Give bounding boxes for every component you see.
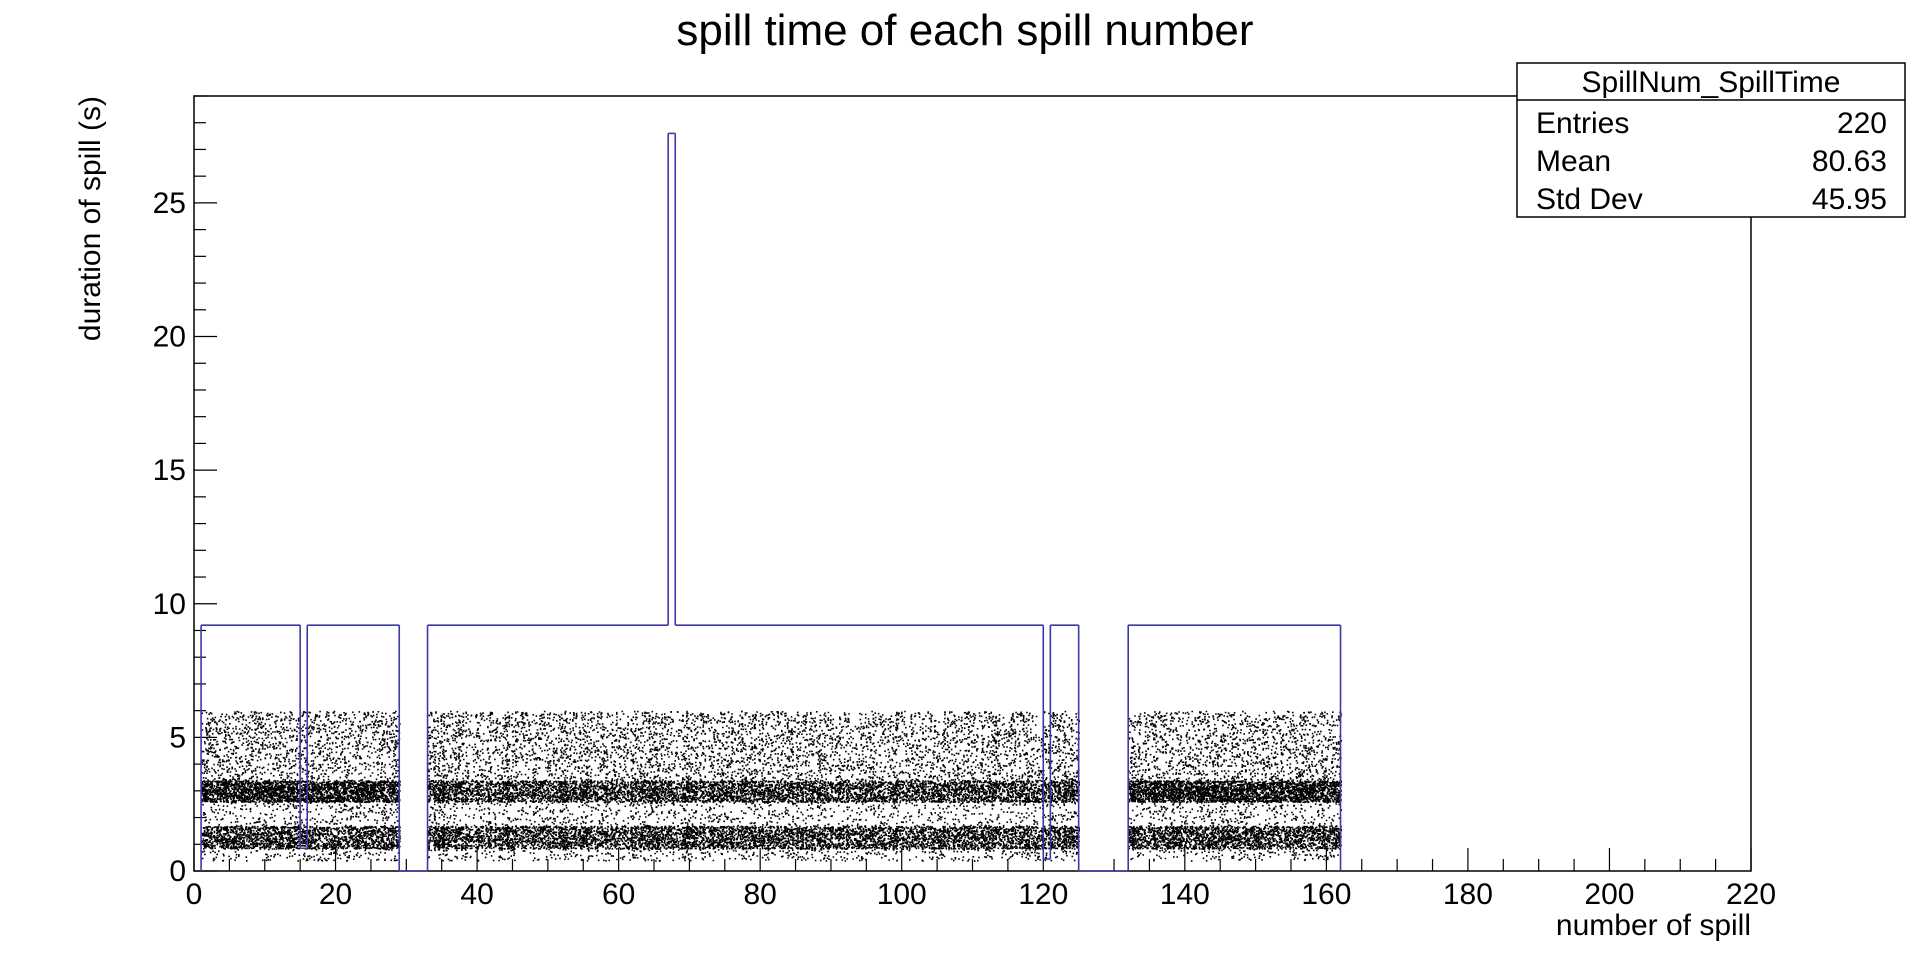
chart-title: spill time of each spill number — [676, 6, 1253, 55]
y-axis-label: duration of spill (s) — [74, 96, 107, 341]
x-tick-label: 200 — [1584, 878, 1634, 911]
histogram-bin — [1077, 625, 1129, 872]
stats-entries-value: 220 — [1837, 107, 1887, 140]
x-axis-ticks: 0 20 40 60 80 100 120 140 160 180 200 220 — [186, 848, 1776, 911]
x-tick-label: 160 — [1301, 878, 1351, 911]
histogram-bin — [1049, 624, 1079, 859]
scatter-sparse-upper — [201, 710, 1342, 782]
y-tick-label: 15 — [153, 454, 186, 487]
histogram-bin — [306, 624, 400, 849]
x-tick-label: 40 — [460, 878, 493, 911]
x-axis-label: number of spill — [1556, 909, 1751, 942]
histogram-bin — [299, 625, 308, 850]
histogram-bin — [674, 133, 1044, 626]
x-tick-label: 100 — [877, 878, 927, 911]
stats-stddev-label: Std Dev — [1536, 183, 1643, 216]
x-tick-label: 80 — [743, 878, 776, 911]
histogram-bin — [1127, 624, 1342, 871]
stats-stddev-value: 45.95 — [1812, 183, 1887, 216]
stats-box-frame — [1516, 62, 1906, 218]
x-tick-label: 140 — [1160, 878, 1210, 911]
y-tick-label: 25 — [153, 187, 186, 220]
y-tick-label: 0 — [169, 855, 186, 888]
stats-mean-value: 80.63 — [1812, 145, 1887, 178]
y-tick-label: 5 — [169, 721, 186, 754]
x-tick-label: 220 — [1726, 878, 1776, 911]
stats-entries-label: Entries — [1536, 107, 1629, 140]
histogram-bin — [1042, 625, 1051, 860]
scatter-dense-band-mid — [201, 780, 1343, 804]
stats-box-name: SpillNum_SpillTime — [1582, 66, 1841, 99]
y-tick-label: 20 — [153, 321, 186, 354]
x-tick-label: 120 — [1018, 878, 1068, 911]
histogram-bin — [398, 625, 428, 872]
x-tick-label: 20 — [319, 878, 352, 911]
scatter-dense-band-low — [201, 825, 1343, 850]
x-tick-label: 180 — [1443, 878, 1493, 911]
x-tick-label: 0 — [186, 878, 203, 911]
histogram-bin — [426, 624, 669, 871]
y-tick-label: 10 — [153, 588, 186, 621]
scatter-points — [201, 710, 1343, 862]
stats-box: SpillNum_SpillTime Entries 220 Mean 80.6… — [1516, 62, 1906, 218]
x-tick-label: 60 — [602, 878, 635, 911]
histogram-series — [200, 132, 1342, 872]
y-axis-ticks: 0 5 10 15 20 25 — [153, 95, 217, 888]
stats-mean-label: Mean — [1536, 145, 1611, 178]
histogram-bin — [667, 132, 676, 626]
histogram-bin — [200, 624, 301, 871]
